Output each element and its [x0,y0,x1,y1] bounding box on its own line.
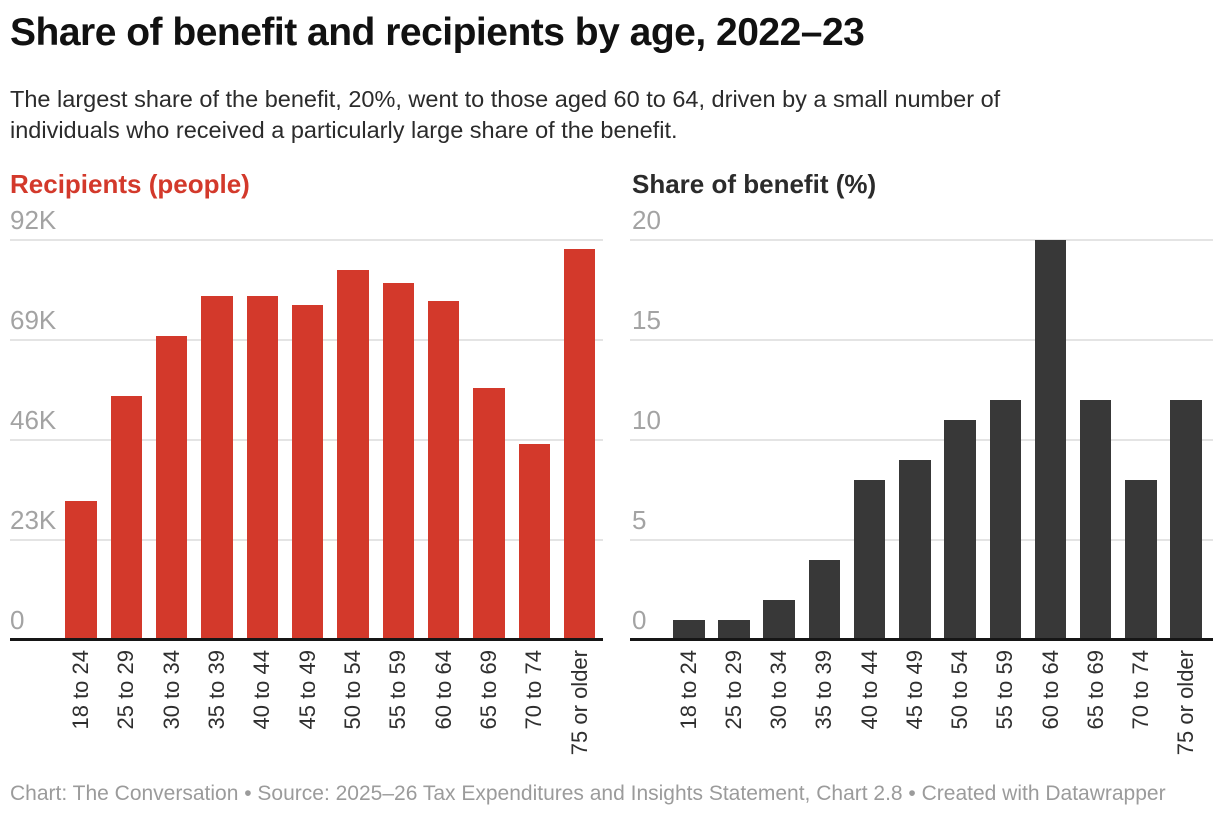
y-axis-label: 0 [632,604,647,635]
y-axis-label: 0 [10,604,25,635]
subtitle-line-2: individuals who received a particularly … [10,117,678,143]
subtitle-line-1: The largest share of the benefit, 20%, w… [10,86,1001,112]
x-axis-label: 75 or older [1173,650,1199,756]
gridline [630,338,1213,341]
bar [1125,479,1157,640]
bar [1034,240,1067,640]
bar [1079,399,1112,640]
x-axis-label: 18 to 24 [675,650,701,730]
bar [853,479,886,640]
bar [518,444,550,640]
bar [427,300,460,640]
recipients-chart-title: Recipients (people) [10,169,250,199]
y-axis-label: 10 [632,404,661,435]
bar [246,296,279,640]
x-axis-baseline [10,637,603,641]
y-axis-label: 92K [10,205,57,235]
x-axis-label: 35 to 39 [811,650,837,730]
bar [337,270,369,640]
bar [110,396,143,640]
bar [989,399,1022,640]
y-axis-label: 69K [10,304,57,335]
bar [473,387,505,640]
bar [673,619,705,640]
x-axis-label: 30 to 34 [766,650,792,730]
bar [201,296,233,640]
y-axis-label: 46K [10,404,57,435]
chart-subtitle: The largest share of the benefit, 20%, w… [10,84,1210,146]
bar [563,248,596,640]
bar [763,599,795,640]
x-axis-label: 40 to 44 [856,650,882,730]
x-axis-label: 45 to 49 [901,650,927,730]
gridline [10,239,603,241]
y-axis-label: 20 [632,205,661,235]
bar [291,305,324,640]
gridline [630,239,1213,241]
bar [382,283,415,640]
x-axis-label: 70 to 74 [1127,650,1153,730]
x-axis-label: 60 to 64 [1037,650,1063,730]
page-title: Share of benefit and recipients by age, … [10,11,865,54]
share-chart-title: Share of benefit (%) [632,169,877,199]
y-axis-label: 23K [10,504,57,535]
bar [65,500,97,640]
bar [1170,399,1202,640]
bar [808,559,841,640]
bar [899,459,931,640]
bar [155,335,188,640]
bar [718,619,750,640]
y-axis-label: 15 [632,304,661,335]
x-axis-baseline [630,637,1213,641]
x-axis-label: 25 to 29 [720,650,746,730]
x-axis-label: 55 to 59 [992,650,1018,730]
x-axis-label: 50 to 54 [947,650,973,730]
y-axis-label: 5 [632,504,647,535]
bar [944,419,976,640]
gridline [630,438,1213,441]
x-axis-label: 65 to 69 [1082,650,1108,730]
footer-credit: Chart: The Conversation • Source: 2025–2… [10,782,1166,805]
